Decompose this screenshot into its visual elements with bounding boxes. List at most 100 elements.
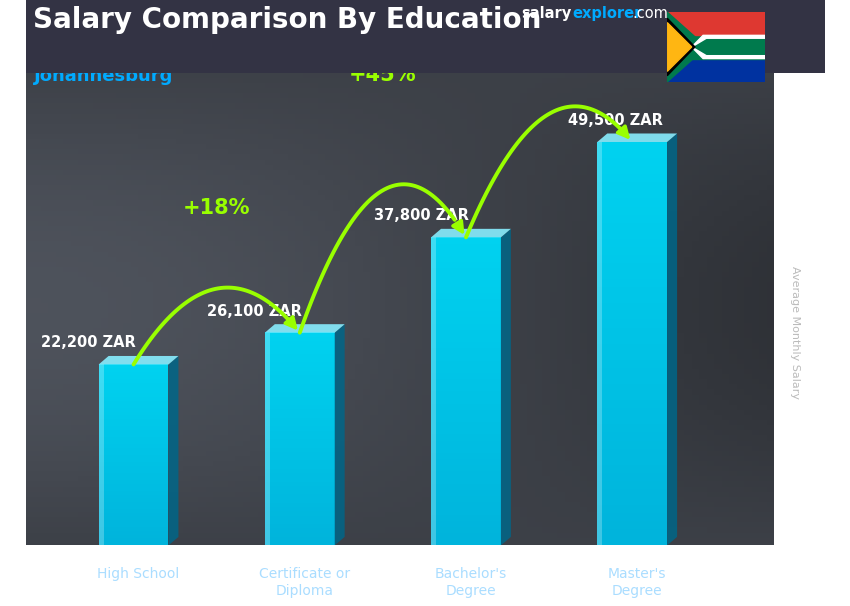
Bar: [431, 237, 501, 244]
Bar: [431, 305, 501, 311]
Bar: [431, 249, 501, 256]
Bar: [265, 435, 335, 439]
Bar: [265, 507, 335, 511]
Bar: [265, 333, 335, 337]
Bar: [265, 456, 335, 461]
Bar: [99, 441, 168, 444]
Text: 37,800 ZAR: 37,800 ZAR: [374, 208, 468, 223]
Bar: [99, 480, 168, 484]
Polygon shape: [692, 35, 765, 47]
Bar: [265, 396, 335, 401]
Bar: [667, 59, 765, 82]
Bar: [431, 533, 501, 539]
Bar: [99, 368, 168, 371]
Bar: [431, 539, 501, 545]
Bar: [431, 323, 501, 330]
Bar: [99, 476, 168, 481]
Bar: [598, 408, 667, 416]
Bar: [265, 528, 335, 533]
Bar: [265, 439, 335, 444]
Bar: [431, 422, 501, 428]
Bar: [265, 422, 335, 426]
Text: +31%: +31%: [515, 8, 583, 28]
Bar: [265, 464, 335, 469]
Bar: [598, 327, 667, 336]
Bar: [431, 502, 501, 508]
Bar: [99, 513, 168, 516]
Polygon shape: [99, 356, 178, 364]
Text: .com: .com: [632, 6, 669, 21]
Bar: [265, 430, 335, 435]
Bar: [431, 286, 501, 293]
Bar: [598, 206, 667, 215]
Bar: [667, 35, 765, 59]
Bar: [598, 198, 667, 207]
Bar: [431, 490, 501, 496]
Bar: [99, 411, 168, 415]
Bar: [598, 166, 667, 175]
Bar: [598, 319, 667, 328]
Bar: [99, 469, 168, 473]
Bar: [431, 367, 501, 373]
Bar: [99, 487, 168, 491]
Bar: [431, 434, 501, 441]
Polygon shape: [431, 229, 511, 238]
Bar: [431, 471, 501, 478]
Bar: [598, 432, 667, 441]
Bar: [431, 428, 501, 435]
Bar: [598, 448, 667, 457]
Polygon shape: [168, 356, 178, 545]
Bar: [99, 516, 168, 520]
Bar: [265, 341, 335, 345]
Text: 49,500 ZAR: 49,500 ZAR: [568, 113, 663, 128]
Bar: [265, 520, 335, 524]
Bar: [99, 371, 168, 375]
Bar: [265, 477, 335, 482]
Bar: [265, 379, 335, 384]
Polygon shape: [667, 133, 677, 545]
Bar: [265, 405, 335, 409]
Bar: [99, 534, 168, 538]
Bar: [598, 464, 667, 473]
Bar: [431, 447, 501, 453]
Bar: [99, 451, 168, 455]
Bar: [598, 150, 667, 158]
Bar: [598, 400, 667, 408]
Bar: [99, 364, 168, 368]
Bar: [598, 271, 667, 279]
Bar: [99, 538, 168, 542]
Bar: [99, 375, 168, 379]
Bar: [99, 509, 168, 513]
Bar: [265, 388, 335, 392]
Bar: [99, 401, 168, 404]
Bar: [265, 350, 335, 354]
Polygon shape: [265, 324, 344, 333]
Text: +18%: +18%: [183, 198, 251, 218]
Bar: [598, 488, 667, 497]
Bar: [265, 537, 335, 541]
Bar: [431, 299, 501, 305]
Bar: [99, 491, 168, 494]
Bar: [265, 485, 335, 490]
Bar: [598, 335, 667, 344]
Polygon shape: [335, 324, 344, 545]
Text: Salary Comparison By Education: Salary Comparison By Education: [33, 6, 541, 34]
Text: Master's
Degree: Master's Degree: [608, 567, 666, 598]
Bar: [99, 426, 168, 430]
Bar: [99, 386, 168, 390]
Bar: [598, 481, 667, 489]
Bar: [598, 359, 667, 368]
Bar: [265, 490, 335, 494]
Bar: [265, 473, 335, 478]
Bar: [667, 12, 765, 35]
Bar: [431, 410, 501, 416]
Bar: [431, 348, 501, 355]
Bar: [99, 531, 168, 534]
Bar: [265, 375, 335, 379]
Bar: [265, 358, 335, 362]
Bar: [598, 521, 667, 529]
Bar: [598, 456, 667, 465]
Bar: [99, 502, 168, 505]
Bar: [99, 415, 168, 419]
Bar: [99, 419, 168, 422]
